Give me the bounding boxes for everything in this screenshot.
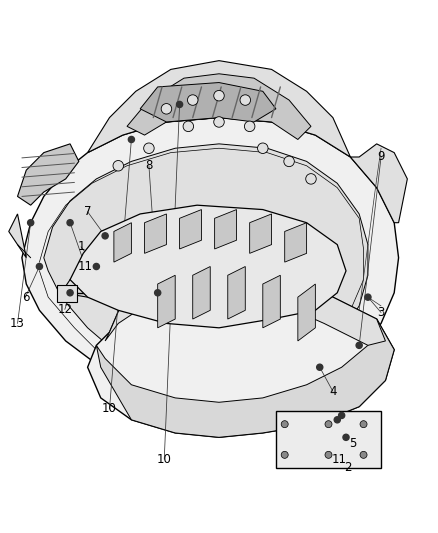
Polygon shape bbox=[22, 118, 399, 398]
Circle shape bbox=[284, 156, 294, 167]
Circle shape bbox=[113, 160, 124, 171]
Text: 2: 2 bbox=[344, 462, 352, 474]
Text: 12: 12 bbox=[57, 303, 72, 316]
Circle shape bbox=[360, 421, 367, 427]
Circle shape bbox=[214, 91, 224, 101]
Text: 3: 3 bbox=[378, 306, 385, 319]
Polygon shape bbox=[114, 223, 131, 262]
Polygon shape bbox=[44, 144, 368, 381]
FancyBboxPatch shape bbox=[57, 285, 77, 302]
Circle shape bbox=[240, 95, 251, 106]
Circle shape bbox=[144, 143, 154, 154]
Polygon shape bbox=[88, 61, 350, 157]
Circle shape bbox=[365, 294, 371, 300]
Circle shape bbox=[317, 364, 323, 370]
Circle shape bbox=[214, 117, 224, 127]
Polygon shape bbox=[158, 275, 175, 328]
Polygon shape bbox=[228, 266, 245, 319]
Text: 11: 11 bbox=[78, 260, 93, 273]
Text: 7: 7 bbox=[84, 205, 92, 218]
Polygon shape bbox=[127, 74, 311, 140]
Circle shape bbox=[244, 121, 255, 132]
Polygon shape bbox=[298, 284, 315, 341]
Polygon shape bbox=[18, 144, 79, 205]
Polygon shape bbox=[88, 266, 394, 437]
Circle shape bbox=[334, 417, 340, 423]
Circle shape bbox=[325, 451, 332, 458]
Polygon shape bbox=[250, 214, 272, 253]
Text: 6: 6 bbox=[21, 290, 29, 304]
Text: 4: 4 bbox=[329, 385, 337, 398]
Circle shape bbox=[67, 220, 73, 226]
Circle shape bbox=[177, 101, 183, 108]
Text: 11: 11 bbox=[332, 453, 347, 466]
Circle shape bbox=[356, 342, 362, 349]
FancyBboxPatch shape bbox=[276, 411, 381, 468]
Text: 10: 10 bbox=[102, 402, 117, 415]
Circle shape bbox=[306, 174, 316, 184]
Polygon shape bbox=[193, 266, 210, 319]
Circle shape bbox=[360, 451, 367, 458]
Circle shape bbox=[343, 434, 349, 440]
Text: 13: 13 bbox=[10, 317, 25, 330]
Text: 1: 1 bbox=[77, 240, 85, 253]
Circle shape bbox=[339, 413, 345, 418]
Circle shape bbox=[128, 136, 134, 142]
Circle shape bbox=[93, 263, 99, 270]
Polygon shape bbox=[96, 319, 394, 437]
Circle shape bbox=[67, 290, 73, 296]
Text: 5: 5 bbox=[349, 438, 356, 450]
Circle shape bbox=[281, 451, 288, 458]
Polygon shape bbox=[215, 209, 237, 249]
Polygon shape bbox=[145, 214, 166, 253]
Circle shape bbox=[102, 233, 108, 239]
Text: 10: 10 bbox=[157, 453, 172, 466]
Polygon shape bbox=[350, 144, 407, 223]
Polygon shape bbox=[285, 223, 307, 262]
Polygon shape bbox=[70, 205, 346, 328]
Text: 9: 9 bbox=[377, 150, 385, 164]
Circle shape bbox=[36, 263, 42, 270]
Circle shape bbox=[183, 121, 194, 132]
Circle shape bbox=[161, 103, 172, 114]
Circle shape bbox=[281, 421, 288, 427]
Polygon shape bbox=[180, 209, 201, 249]
Polygon shape bbox=[9, 214, 26, 258]
Circle shape bbox=[187, 95, 198, 106]
Circle shape bbox=[325, 421, 332, 427]
Circle shape bbox=[155, 290, 161, 296]
Circle shape bbox=[28, 220, 34, 226]
Polygon shape bbox=[140, 83, 276, 122]
Circle shape bbox=[258, 143, 268, 154]
Polygon shape bbox=[105, 266, 385, 345]
Polygon shape bbox=[263, 275, 280, 328]
Text: 8: 8 bbox=[145, 159, 152, 172]
